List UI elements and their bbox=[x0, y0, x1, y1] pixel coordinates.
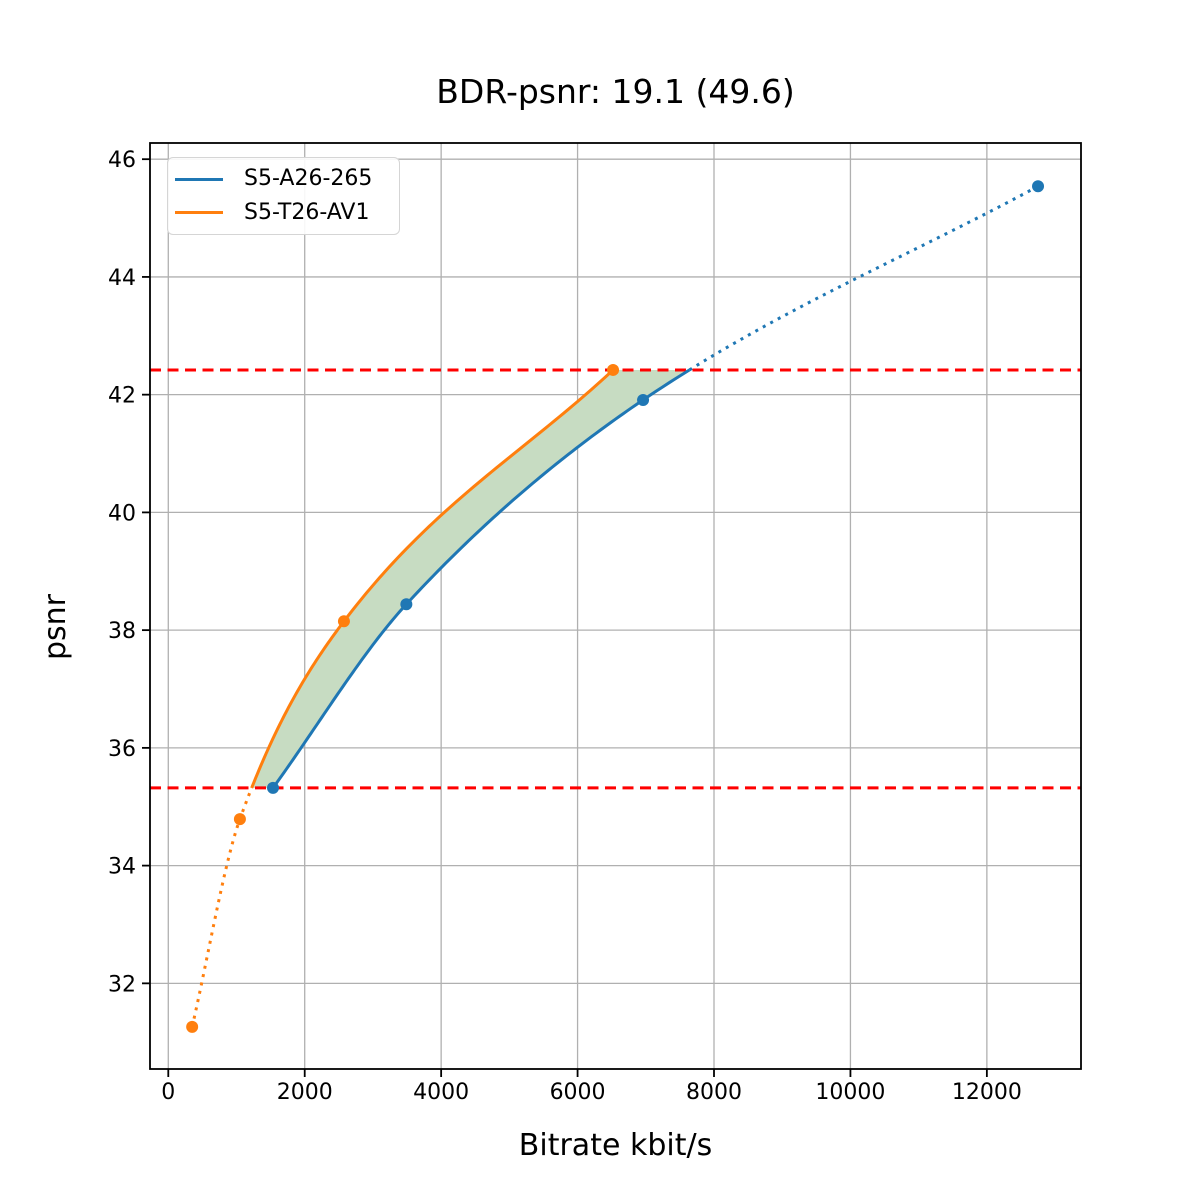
y-tick-label: 46 bbox=[108, 148, 136, 173]
data-point-marker bbox=[400, 598, 413, 611]
series-line-dotted-s5-t26-av1 bbox=[190, 787, 254, 1028]
y-tick-label: 44 bbox=[108, 266, 136, 291]
x-axis-label: Bitrate kbit/s bbox=[518, 1128, 713, 1163]
data-point-marker bbox=[233, 813, 246, 826]
data-point-marker bbox=[186, 1020, 199, 1033]
data-point-marker bbox=[337, 615, 350, 628]
series-line-dotted-s5-a26-265 bbox=[688, 184, 1039, 372]
x-tick-label: 10000 bbox=[815, 1080, 885, 1105]
data-point-marker bbox=[1032, 180, 1045, 193]
legend-line-swatch-blue bbox=[175, 177, 223, 181]
x-tick-label: 2000 bbox=[277, 1080, 333, 1105]
series-line-solid-s5-t26-av1 bbox=[250, 368, 615, 789]
x-tick-label: 8000 bbox=[686, 1080, 742, 1105]
legend-line-swatch-orange bbox=[175, 211, 223, 215]
data-point-marker bbox=[637, 393, 650, 406]
data-point-marker bbox=[607, 363, 620, 376]
y-tick-label: 36 bbox=[108, 737, 136, 762]
legend-item-s5-t26-av1: S5-T26-AV1 bbox=[175, 197, 399, 229]
x-tick-label: 12000 bbox=[952, 1080, 1022, 1105]
x-tick-label: 0 bbox=[161, 1080, 175, 1105]
series-line-solid-s5-a26-265 bbox=[271, 368, 691, 789]
y-tick-label: 34 bbox=[108, 855, 136, 880]
legend: S5-A26-265 S5-T26-AV1 bbox=[167, 157, 400, 235]
y-tick-label: 38 bbox=[108, 619, 136, 644]
legend-item-s5-a26-265: S5-A26-265 bbox=[175, 163, 399, 195]
legend-label: S5-A26-265 bbox=[244, 166, 373, 192]
chart-title: BDR-psnr: 19.1 (49.6) bbox=[436, 72, 795, 111]
y-tick-label: 42 bbox=[108, 384, 136, 409]
y-tick-label: 32 bbox=[108, 972, 136, 997]
plot-border bbox=[149, 142, 1082, 1070]
legend-label: S5-T26-AV1 bbox=[244, 199, 370, 225]
bd-overlap-shaded-region bbox=[251, 369, 690, 788]
data-point-marker bbox=[266, 781, 279, 794]
y-tick-label: 40 bbox=[108, 501, 136, 526]
x-tick-label: 6000 bbox=[550, 1080, 606, 1105]
x-tick-label: 4000 bbox=[413, 1080, 469, 1105]
